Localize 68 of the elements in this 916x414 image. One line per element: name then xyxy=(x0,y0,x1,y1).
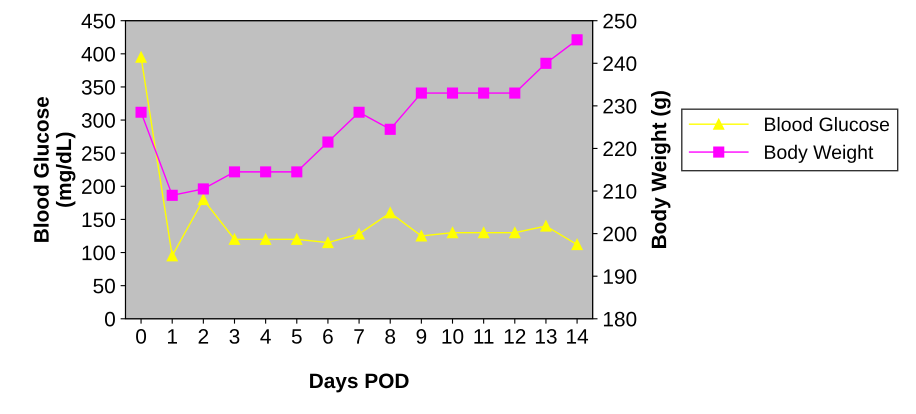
y-tick-label: 150 xyxy=(82,212,115,228)
point xyxy=(416,230,427,242)
point xyxy=(354,106,365,118)
point xyxy=(446,227,458,238)
legend-label: Body Weight xyxy=(765,144,874,163)
y-tick-label: 0 xyxy=(105,312,115,327)
point xyxy=(228,166,240,178)
point xyxy=(166,190,178,201)
x-tick-label: 0 xyxy=(136,329,146,344)
y-tick-label: 450 xyxy=(81,14,115,28)
point xyxy=(166,250,178,262)
x-axis-title: Days POD xyxy=(310,373,409,392)
x-tick-label: 11 xyxy=(474,329,494,344)
y-tick-label: 200 xyxy=(82,179,115,194)
y2-tick-label: 230 xyxy=(603,98,636,114)
x-tick-label: 12 xyxy=(504,329,526,344)
point xyxy=(540,220,552,232)
y-tick-label: 250 xyxy=(82,146,115,161)
x-tick-label: 4 xyxy=(260,329,271,344)
y-tick-label: 350 xyxy=(82,80,115,95)
x-tick-label: 10 xyxy=(442,329,464,344)
point xyxy=(478,227,490,238)
y-tick-label: 100 xyxy=(82,246,115,260)
y2-axis-title: Body Weight (g) xyxy=(651,91,671,248)
point xyxy=(291,234,302,245)
point xyxy=(354,228,365,240)
point xyxy=(260,166,272,178)
point xyxy=(384,124,396,135)
point xyxy=(446,88,458,99)
x-tick-label: 5 xyxy=(292,329,302,344)
point xyxy=(572,34,583,46)
y2-tick-label: 210 xyxy=(603,184,636,199)
point xyxy=(478,88,490,99)
x-tick-label: 13 xyxy=(536,329,557,344)
point xyxy=(322,237,334,248)
point xyxy=(198,194,209,206)
x-tick-label: 3 xyxy=(230,329,240,344)
y2-tick-label: 200 xyxy=(603,226,636,242)
point xyxy=(384,207,396,218)
x-tick-label: 2 xyxy=(198,329,208,344)
y2-tick-label: 250 xyxy=(603,14,636,28)
y2-tick-label: 220 xyxy=(603,141,636,156)
point xyxy=(260,234,272,245)
point xyxy=(136,52,147,63)
y-axis-title: Blood Glucose (mg/dL) xyxy=(34,96,76,242)
x-tick-label: 1 xyxy=(168,329,177,344)
y2-tick-label: 240 xyxy=(603,56,636,72)
point xyxy=(509,227,520,238)
point xyxy=(322,136,334,148)
x-tick-label: 9 xyxy=(416,329,426,344)
y-tick-label: 400 xyxy=(81,46,115,62)
point xyxy=(540,58,552,69)
x-tick-label: 7 xyxy=(354,329,364,344)
point xyxy=(416,88,427,99)
y-tick-label: 50 xyxy=(93,278,115,294)
point xyxy=(291,166,302,178)
point xyxy=(572,239,583,250)
point xyxy=(198,183,209,194)
y2-tick-label: 180 xyxy=(604,312,636,327)
point xyxy=(509,88,520,99)
point xyxy=(228,234,240,245)
point xyxy=(136,106,147,118)
x-tick-label: 8 xyxy=(385,329,396,344)
y-tick-label: 300 xyxy=(82,113,115,128)
legend-label: Blood Glucose xyxy=(765,116,890,132)
x-tick-label: 6 xyxy=(323,329,333,344)
x-tick-label: 14 xyxy=(567,329,588,344)
y2-tick-label: 190 xyxy=(604,269,636,284)
